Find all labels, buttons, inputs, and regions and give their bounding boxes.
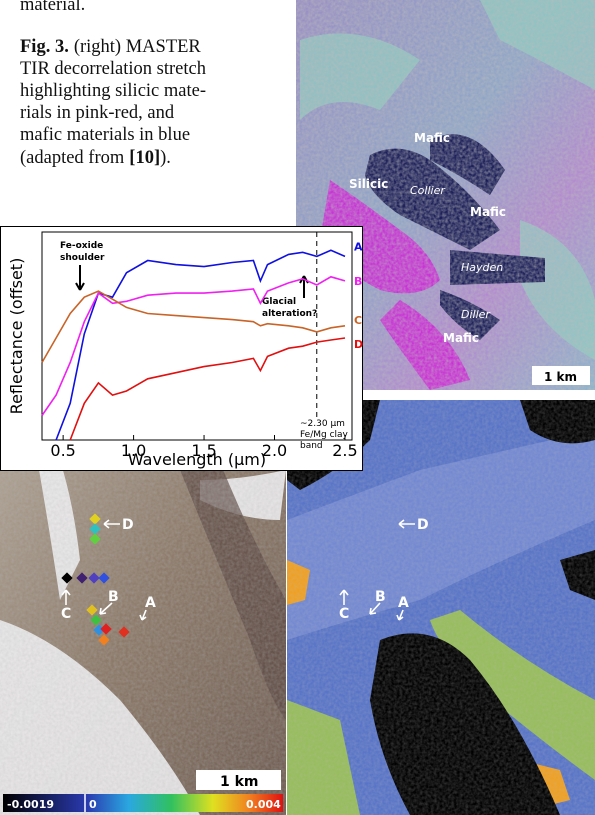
map-label: Mafic <box>414 131 450 145</box>
x-tick-label: 0.5 <box>50 441 75 460</box>
site-label: C <box>339 606 349 622</box>
x-tick-label: 1.5 <box>191 441 216 460</box>
site-label: A <box>145 595 156 611</box>
caption-fragment: material. <box>20 0 85 15</box>
caption-text: ). <box>160 148 171 168</box>
series-label: C <box>354 314 362 327</box>
series-label: A <box>354 240 363 253</box>
x-tick-label: 1.0 <box>121 441 146 460</box>
annotation: alteration? <box>262 309 317 319</box>
annotation: ~2.30 μm <box>300 419 345 429</box>
figure-label: Fig. 3. <box>20 37 69 57</box>
site-label: B <box>375 589 386 605</box>
site-label: D <box>122 517 134 533</box>
series-label: D <box>354 338 363 351</box>
caption-line: rials in pink-red, and <box>20 103 175 123</box>
scale-label: 1 km <box>220 774 259 790</box>
caption-text: (adapted from <box>20 148 125 168</box>
annotation: Fe-oxide <box>60 241 103 251</box>
annotation: band <box>300 441 323 451</box>
map-label: Silicic <box>349 177 388 191</box>
series-label: B <box>354 275 362 288</box>
scale-label: 1 km <box>544 370 577 384</box>
colorbar: -0.0019 0 0.004 <box>3 794 283 812</box>
annotation: shoulder <box>60 253 105 263</box>
citation: [10] <box>129 148 160 168</box>
colorbar-label: 0 <box>89 798 97 811</box>
annotation: Glacial <box>262 297 296 307</box>
x-tick-label: 2.0 <box>262 441 287 460</box>
caption-line: (adapted from[10]). <box>20 148 171 168</box>
map-label: Collier <box>410 184 446 197</box>
page: material. Fig. 3.(right) MASTER TIR deco… <box>0 0 595 815</box>
colorbar-label: -0.0019 <box>7 798 54 811</box>
caption-text: (right) MASTER <box>74 37 202 57</box>
caption-line: TIR decorrelation stretch <box>20 59 206 79</box>
annotation: Fe/Mg clay <box>300 430 349 440</box>
map-label: Hayden <box>461 261 503 274</box>
caption-line: mafic materials in blue <box>20 125 190 145</box>
site-label: A <box>398 595 409 611</box>
site-label: D <box>417 517 429 533</box>
site-label: C <box>61 606 71 622</box>
spectra-chart: Wavelength (μm) Reflectance (offset) Fe-… <box>1 227 364 471</box>
caption-line: highlighting silicic mate- <box>20 81 206 101</box>
y-axis-label: Reflectance (offset) <box>7 258 26 415</box>
colorbar-label: 0.004 <box>246 798 281 811</box>
x-tick-label: 2.5 <box>332 441 357 460</box>
site-label: B <box>108 589 119 605</box>
map-label: Diller <box>461 308 491 321</box>
map-label: Mafic <box>470 205 506 219</box>
caption-line: Fig. 3.(right) MASTER <box>20 37 201 57</box>
map-label: Mafic <box>443 331 479 345</box>
